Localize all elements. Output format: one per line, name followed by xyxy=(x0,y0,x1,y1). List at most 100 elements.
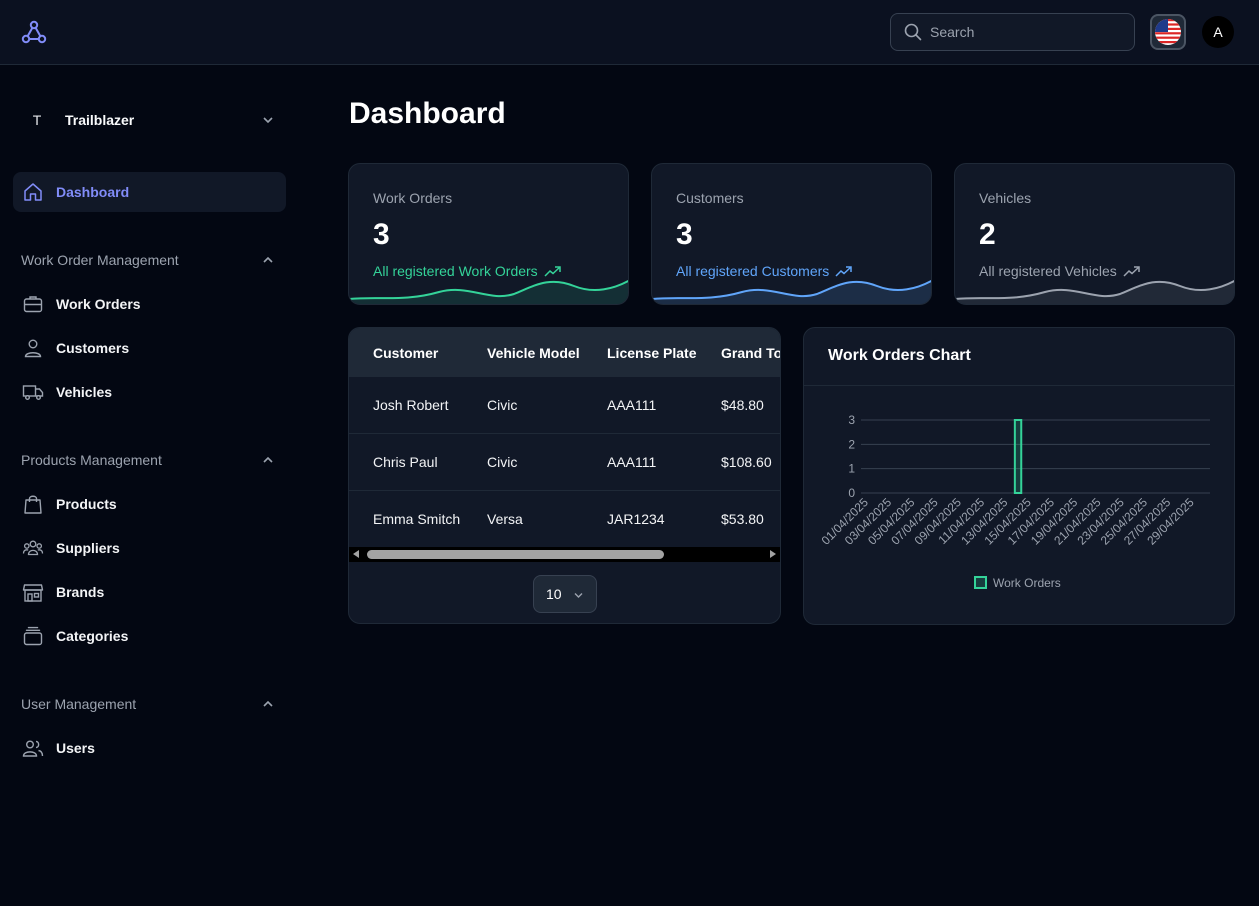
page-title: Dashboard xyxy=(349,97,506,130)
briefcase-icon xyxy=(23,296,43,313)
y-tick-label: 0 xyxy=(848,486,855,500)
table-row[interactable]: Emma Smitch Versa JAR1234 $53.80 xyxy=(349,491,780,547)
scroll-left-icon[interactable] xyxy=(353,550,359,558)
avatar[interactable]: A xyxy=(1202,16,1234,48)
work-orders-chart: 012301/04/202503/04/202505/04/202507/04/… xyxy=(819,413,1210,590)
sparkline xyxy=(349,279,628,304)
sidebar-item-customers[interactable]: Customers xyxy=(13,328,286,368)
table-header: Customer Vehicle Model License Plate Gra… xyxy=(349,328,780,377)
cell-grand-total: $108.60 xyxy=(721,454,772,470)
stat-subtitle: All registered Work Orders xyxy=(373,263,562,279)
section-title: Products Management xyxy=(21,452,162,468)
stat-card-customers[interactable]: Customers 3 All registered Customers xyxy=(651,163,932,305)
sidebar-item-label: Users xyxy=(56,740,95,756)
column-header-license-plate[interactable]: License Plate xyxy=(607,345,697,361)
work-orders-chart-card: Work Orders Chart 0 1 2 3 01/04/2025 03/04/20… xyxy=(803,327,1235,625)
stat-subtitle-text: All registered Vehicles xyxy=(979,263,1117,279)
sidebar-item-label: Suppliers xyxy=(56,540,120,556)
section-user-management[interactable]: User Management xyxy=(21,694,281,714)
table-row[interactable]: Chris Paul Civic AAA111 $108.60 xyxy=(349,434,780,491)
column-header-grand-total[interactable]: Grand Total xyxy=(721,345,780,361)
sparkline xyxy=(955,279,1234,304)
sidebar-item-products[interactable]: Products xyxy=(13,484,286,524)
users-icon xyxy=(22,740,44,757)
cell-vehicle-model: Versa xyxy=(487,511,523,527)
language-button[interactable] xyxy=(1150,14,1186,50)
trending-up-icon xyxy=(1123,266,1140,277)
section-title: User Management xyxy=(21,696,137,712)
search-icon xyxy=(904,23,922,41)
chevron-down-icon xyxy=(263,117,273,124)
stat-value: 2 xyxy=(979,218,996,251)
page-size-select[interactable]: 10 xyxy=(533,575,597,613)
stat-value: 3 xyxy=(373,218,390,251)
cell-license-plate: AAA111 xyxy=(607,397,657,413)
sidebar-item-suppliers[interactable]: Suppliers xyxy=(13,528,286,568)
cell-grand-total: $48.80 xyxy=(721,397,764,413)
org-switcher[interactable]: T Trailblazer xyxy=(21,105,281,135)
stat-subtitle-text: All registered Customers xyxy=(676,263,830,279)
horizontal-scrollbar[interactable] xyxy=(349,547,780,562)
cell-grand-total: $53.80 xyxy=(721,511,764,527)
sidebar: T Trailblazer Dashboard Work Order Manag… xyxy=(0,65,300,906)
chart-title: Work Orders Chart xyxy=(828,347,971,364)
sidebar-item-label: Brands xyxy=(56,584,105,600)
store-icon xyxy=(22,584,44,602)
chevron-up-icon xyxy=(263,700,273,707)
trending-up-icon xyxy=(835,266,853,277)
chevron-up-icon xyxy=(263,256,273,263)
sidebar-item-label: Vehicles xyxy=(56,384,113,400)
cell-vehicle-model: Civic xyxy=(487,454,518,470)
work-orders-table: Customer Vehicle Model License Plate Gra… xyxy=(348,327,781,624)
column-header-customer[interactable]: Customer xyxy=(373,345,439,361)
sidebar-item-brands[interactable]: Brands xyxy=(13,572,286,612)
sidebar-item-work-orders[interactable]: Work Orders xyxy=(13,284,286,324)
scrollbar-thumb[interactable] xyxy=(367,550,664,559)
top-bar: A xyxy=(0,0,1259,65)
page-size-value: 10 xyxy=(546,586,562,602)
logo-icon[interactable] xyxy=(20,18,48,46)
column-header-vehicle-model[interactable]: Vehicle Model xyxy=(487,345,580,361)
trending-up-icon xyxy=(544,266,561,277)
y-tick-label: 2 xyxy=(848,437,855,451)
stat-card-vehicles[interactable]: Vehicles 2 All registered Vehicles xyxy=(954,163,1235,305)
users-group-icon xyxy=(22,540,44,556)
sidebar-item-label: Work Orders xyxy=(56,296,141,312)
chevron-up-icon xyxy=(263,456,273,463)
chevron-down-icon xyxy=(574,593,583,598)
table-scroll-area[interactable]: Customer Vehicle Model License Plate Gra… xyxy=(349,328,780,547)
stat-label: Vehicles xyxy=(979,190,1032,206)
home-icon xyxy=(24,183,42,201)
sidebar-item-label: Customers xyxy=(56,340,130,356)
cell-license-plate: AAA111 xyxy=(607,454,657,470)
section-products-management[interactable]: Products Management xyxy=(21,450,281,470)
section-work-order-management[interactable]: Work Order Management xyxy=(21,250,281,270)
bar xyxy=(1013,419,1023,494)
section-title: Work Order Management xyxy=(21,252,179,268)
layers-icon xyxy=(23,626,43,646)
user-icon xyxy=(24,339,42,358)
search-box[interactable] xyxy=(890,13,1135,51)
cell-customer: Josh Robert xyxy=(373,397,449,413)
stat-subtitle: All registered Vehicles xyxy=(979,263,1141,279)
sidebar-item-categories[interactable]: Categories xyxy=(13,616,286,656)
us-flag-icon xyxy=(1155,19,1181,45)
stat-subtitle-text: All registered Work Orders xyxy=(373,263,538,279)
sidebar-item-label: Categories xyxy=(56,628,129,644)
sidebar-item-users[interactable]: Users xyxy=(13,728,286,768)
divider xyxy=(804,385,1234,386)
stat-label: Work Orders xyxy=(373,190,453,206)
y-tick-label: 3 xyxy=(848,413,855,427)
sidebar-item-dashboard[interactable]: Dashboard xyxy=(13,172,286,212)
table-row[interactable]: Josh Robert Civic AAA111 $48.80 xyxy=(349,377,780,434)
legend-label: Work Orders xyxy=(993,576,1061,590)
org-name: Trailblazer xyxy=(65,112,135,128)
stat-value: 3 xyxy=(676,218,693,251)
org-initial: T xyxy=(32,112,42,128)
shopping-bag-icon xyxy=(24,495,42,514)
sidebar-item-vehicles[interactable]: Vehicles xyxy=(13,372,286,412)
sparkline xyxy=(652,279,931,304)
scroll-right-icon[interactable] xyxy=(770,550,776,558)
stat-card-work-orders[interactable]: Work Orders 3 All registered Work Orders xyxy=(348,163,629,305)
search-input[interactable] xyxy=(930,24,1110,40)
